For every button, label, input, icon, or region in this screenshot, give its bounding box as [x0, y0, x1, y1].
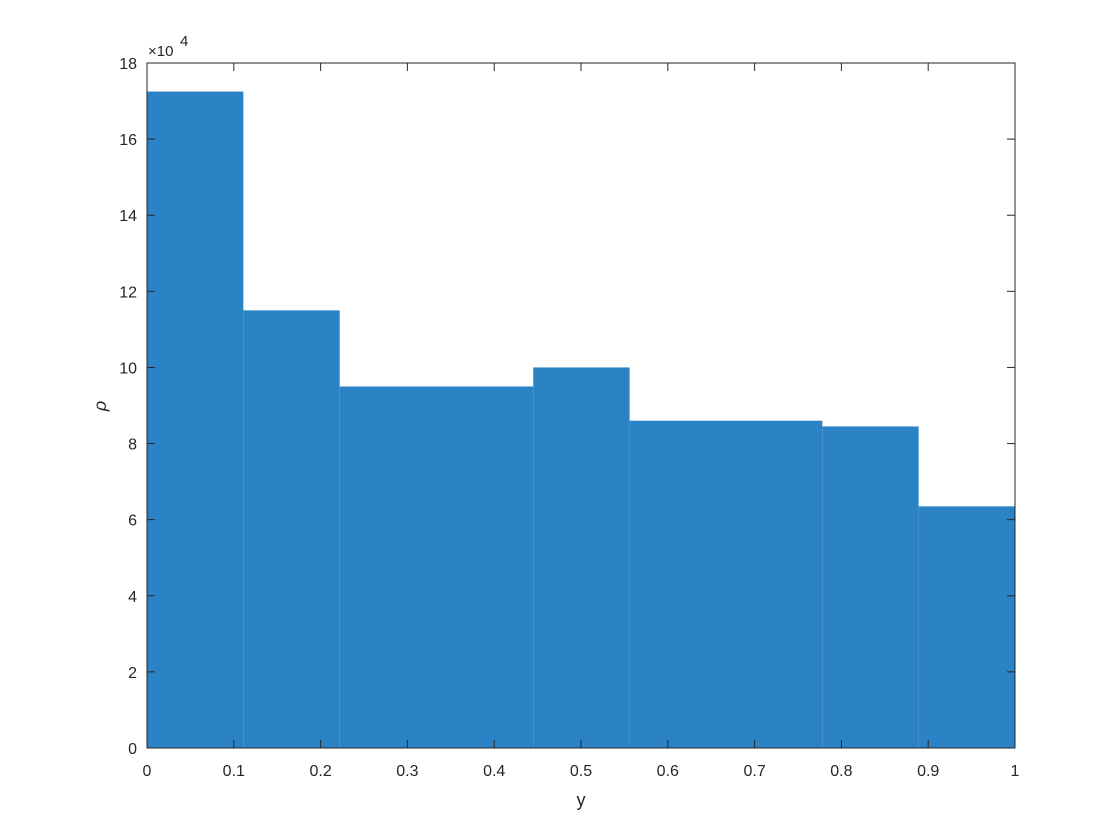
x-tick-label: 0.5	[570, 763, 592, 780]
y-scale-exponent: 4	[180, 33, 188, 50]
bar-segment-4	[533, 367, 630, 748]
y-tick-label: 4	[128, 589, 137, 606]
x-axis-label: y	[577, 790, 586, 810]
x-tick-label: 0.3	[396, 763, 418, 780]
y-tick-label: 14	[119, 208, 137, 225]
y-scale-prefix: ×10	[148, 43, 173, 60]
x-tick-label: 0.1	[223, 763, 245, 780]
x-ticks-group: 0 0.1 0.2 0.3 0.4 0.5 0.6 0.7 0.8 0.9 1	[143, 63, 1020, 780]
bar-segment-1	[147, 91, 244, 748]
y-tick-label: 18	[119, 56, 137, 73]
bars-group	[147, 91, 1015, 748]
bar-segment-5	[629, 420, 823, 748]
y-axis-label: ρ	[90, 401, 110, 412]
x-tick-label: 0.2	[309, 763, 331, 780]
x-tick-label: 0.7	[743, 763, 765, 780]
y-tick-label: 12	[119, 284, 137, 301]
bar-segment-2	[243, 310, 340, 748]
x-tick-label: 0.8	[830, 763, 852, 780]
x-tick-label: 0.6	[657, 763, 679, 780]
x-tick-label: 0.4	[483, 763, 505, 780]
y-ticks-group: 0 2 4 6 8 10 12 14 16 18	[119, 56, 1015, 758]
x-tick-label: 0	[143, 763, 152, 780]
y-tick-label: 8	[128, 437, 137, 454]
y-tick-label: 0	[128, 741, 137, 758]
y-tick-label: 6	[128, 513, 137, 530]
x-tick-label: 0.9	[917, 763, 939, 780]
x-tick-label: 1	[1011, 763, 1020, 780]
y-tick-label: 10	[119, 360, 137, 377]
y-tick-label: 2	[128, 665, 137, 682]
bar-segment-3	[339, 386, 534, 748]
bar-segment-7	[918, 506, 1015, 748]
bar-segment-6	[822, 426, 919, 748]
y-tick-label: 16	[119, 132, 137, 149]
